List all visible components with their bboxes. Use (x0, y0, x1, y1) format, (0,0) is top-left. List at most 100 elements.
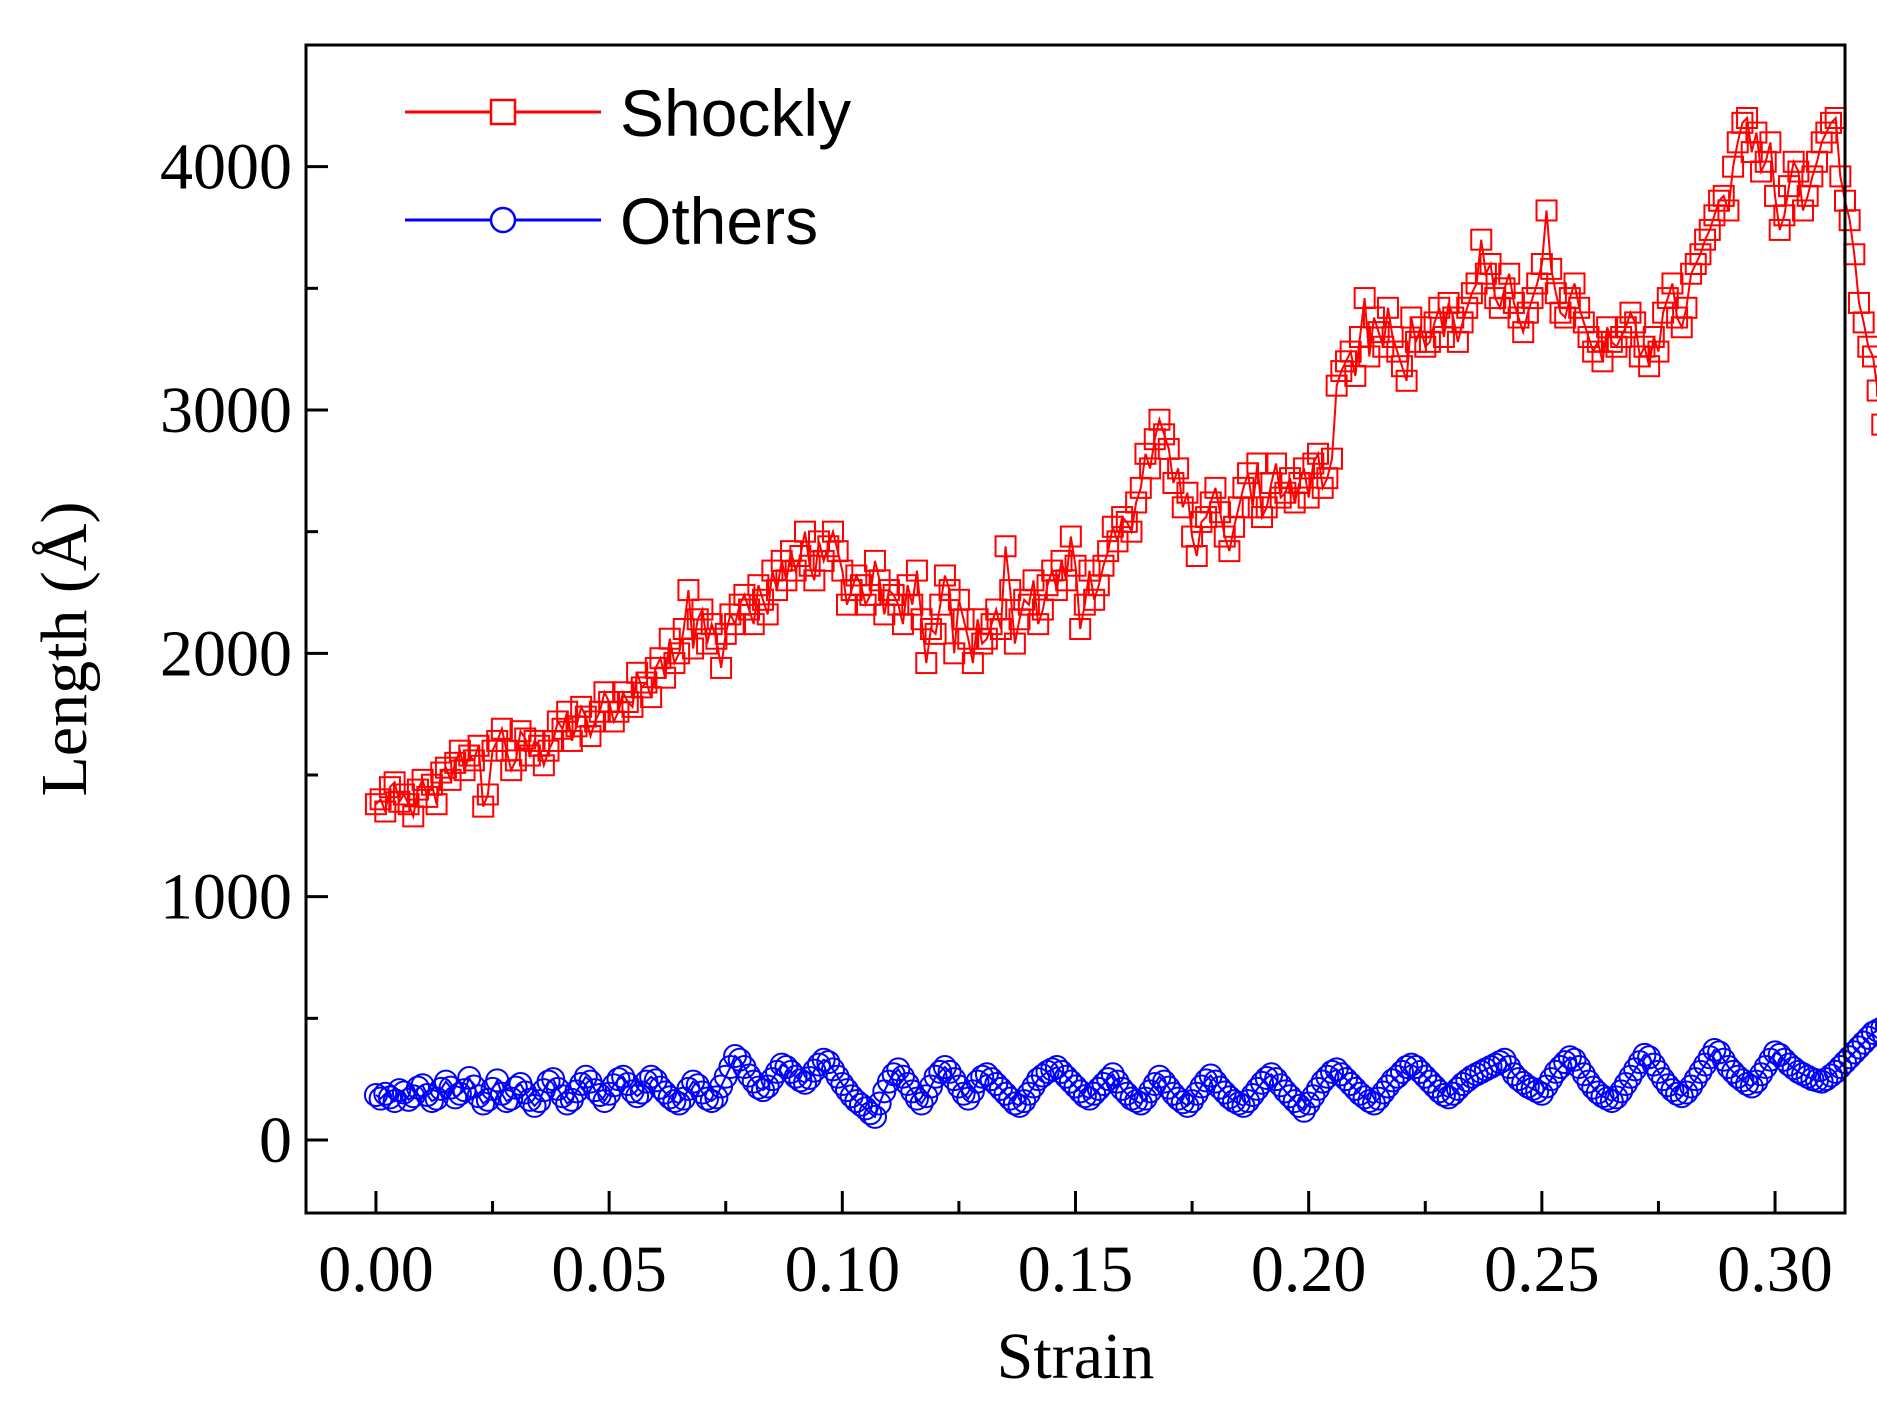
data-point-shockly (677, 579, 700, 602)
data-point-shockly (1675, 296, 1698, 319)
data-point-others (867, 1091, 892, 1116)
data-point-others (932, 1055, 957, 1079)
data-point-shockly (1698, 218, 1721, 241)
x-tick-label: 0.30 (1717, 1233, 1833, 1306)
data-point-shockly (476, 783, 499, 806)
x-axis: 0.00 0.05 0.10 0.15 0.20 0.25 0.30 (318, 1191, 1833, 1306)
data-point-others (1110, 1076, 1135, 1101)
data-point-others (1077, 1086, 1102, 1111)
data-point-shockly (1792, 199, 1815, 222)
data-point-shockly (1563, 272, 1586, 295)
data-point-shockly (1003, 632, 1026, 655)
data-point-others (1870, 1017, 1877, 1039)
data-point-others (1497, 1055, 1522, 1079)
data-point-shockly (1838, 209, 1861, 232)
data-point-others (1744, 1069, 1769, 1094)
data-point-others (1264, 1067, 1289, 1092)
data-point-others (923, 1064, 948, 1089)
data-point-others (1184, 1081, 1209, 1106)
y-tick-label: 2000 (160, 617, 292, 690)
data-point-others (1646, 1059, 1671, 1084)
data-point-others (1408, 1059, 1433, 1084)
data-point-others (429, 1076, 454, 1101)
data-point-others (1562, 1047, 1587, 1072)
data-point-shockly (994, 535, 1017, 558)
data-point-others (807, 1052, 831, 1077)
legend-item-shockly: Shockly (405, 76, 851, 150)
data-point-shockly (1759, 131, 1782, 154)
data-point-others (1403, 1055, 1428, 1079)
y-axis: 0 1000 2000 3000 4000 (160, 131, 328, 1177)
data-point-shockly (1712, 184, 1735, 207)
data-point-shockly (682, 637, 705, 660)
data-point-others (1324, 1057, 1349, 1082)
data-point-shockly (1647, 340, 1670, 363)
data-point-others (1529, 1081, 1554, 1106)
data-point-others (928, 1059, 953, 1084)
data-point-others (662, 1089, 687, 1114)
data-point-shockly (1367, 321, 1390, 344)
data-point-others (1128, 1091, 1153, 1116)
data-point-shockly (1204, 476, 1227, 499)
data-point-others (1413, 1064, 1438, 1089)
data-point-shockly (1689, 243, 1712, 266)
data-point-others (1567, 1055, 1592, 1079)
data-point-others (1571, 1062, 1596, 1087)
legend-item-others: Others (405, 184, 818, 258)
data-point-shockly (1768, 218, 1791, 241)
data-point-others (1208, 1075, 1233, 1100)
data-point-shockly (1642, 326, 1665, 348)
data-point-others (704, 1085, 729, 1110)
data-point-others (825, 1064, 850, 1089)
data-point-shockly (1773, 204, 1796, 227)
data-point-others (1553, 1050, 1578, 1075)
data-point-others (974, 1062, 999, 1087)
data-point-others (513, 1080, 538, 1105)
x-tick-label: 0.25 (1484, 1233, 1600, 1306)
data-point-others (1375, 1074, 1400, 1099)
data-point-shockly (1717, 199, 1740, 222)
data-point-others (746, 1075, 771, 1100)
data-point-others (475, 1087, 500, 1112)
data-point-others (1772, 1047, 1797, 1072)
data-point-others (1357, 1089, 1382, 1114)
data-point-shockly (1516, 301, 1539, 324)
data-point-others (1683, 1067, 1708, 1092)
data-point-others (1716, 1055, 1741, 1079)
data-point-shockly (1451, 311, 1474, 334)
data-point-others (1105, 1069, 1130, 1094)
data-point-shockly (1027, 613, 1050, 636)
data-point-shockly (1059, 525, 1082, 548)
data-point-others (363, 1082, 388, 1107)
data-point-others (1338, 1072, 1363, 1097)
data-point-shockly (1521, 287, 1544, 310)
data-point-others (1100, 1062, 1125, 1087)
data-point-shockly (905, 559, 928, 582)
data-point-shockly (1185, 545, 1208, 567)
data-point-others (741, 1069, 766, 1094)
data-point-others (816, 1050, 841, 1075)
data-point-shockly (1321, 447, 1343, 470)
data-point-others (1539, 1067, 1564, 1092)
data-point-shockly (1120, 520, 1143, 543)
data-point-shockly (835, 593, 858, 616)
data-point-others (1492, 1047, 1517, 1072)
data-point-shockly (1209, 501, 1232, 524)
data-point-others (1604, 1085, 1629, 1110)
data-point-shockly (1307, 442, 1330, 465)
data-point-shockly (640, 686, 663, 709)
data-point-others (1632, 1042, 1657, 1067)
data-point-others (1823, 1059, 1848, 1084)
data-point-others (853, 1096, 878, 1121)
data-point-others (1445, 1076, 1470, 1101)
data-point-others (1329, 1062, 1354, 1087)
data-point-shockly (1820, 111, 1843, 134)
data-point-shockly (1195, 506, 1218, 529)
data-point-others (1688, 1059, 1713, 1084)
data-point-others (555, 1091, 580, 1116)
data-point-shockly (1852, 311, 1875, 334)
data-point-others (1842, 1040, 1867, 1065)
data-point-others (1016, 1081, 1041, 1106)
data-point-others (615, 1072, 640, 1097)
data-point-shockly (1498, 262, 1521, 285)
